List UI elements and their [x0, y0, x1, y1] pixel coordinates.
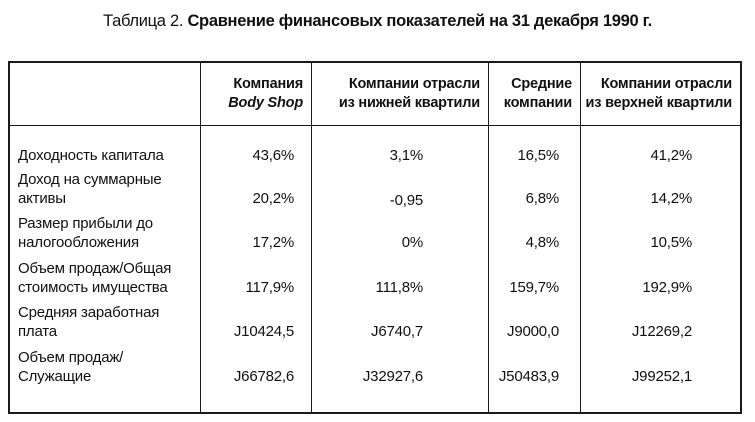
header-divider [10, 125, 740, 126]
cell-value: 10,5% [650, 234, 692, 251]
column-divider [580, 63, 581, 412]
row-label-line: Доход на суммарные [18, 171, 162, 188]
cell-value: 159,7% [509, 279, 559, 296]
row-label: Объем продаж/ Служащие [18, 348, 208, 386]
row-label-line: активы [18, 190, 66, 207]
cell-value: J50483,9 [498, 368, 559, 385]
row-label: Доходность капитала [18, 146, 208, 165]
caption-title: Сравнение финансовых показателей на 31 д… [187, 12, 652, 30]
row-label: Объем продаж/Общая стоимость имущества [18, 259, 208, 297]
row-label: Размер прибыли до налогообложения [18, 214, 208, 252]
row-label-line: Объем продаж/Общая [18, 260, 172, 277]
table-caption: Таблица 2. Сравнение финансовых показате… [0, 12, 755, 31]
header-line: Компании отрасли [600, 76, 732, 92]
comparison-table: Компания Body Shop Компании отрасли из н… [8, 61, 742, 414]
header-upper-quartile: Компании отрасли из верхней квартили [580, 63, 740, 125]
cell-value: J9000,0 [507, 323, 559, 340]
cell-value: 16,5% [517, 147, 559, 164]
cell-value: 0% [401, 234, 423, 251]
cell-value: J99252,1 [631, 368, 692, 385]
column-divider [311, 63, 312, 412]
header-average: Средние компании [488, 63, 580, 125]
cell-value: 41,2% [650, 147, 692, 164]
row-label-line: стоимость имущества [18, 279, 168, 296]
header-line: Компания [233, 76, 303, 92]
row-label-line: Размер прибыли до [18, 215, 153, 232]
header-lower-quartile: Компании отрасли из нижней квартили [311, 63, 488, 125]
row-label-line: налогообложения [18, 234, 139, 251]
cell-value: 111,8% [375, 279, 424, 296]
cell-value: J10424,5 [233, 323, 294, 340]
header-line: Body Shop [228, 95, 303, 111]
header-line: Средние [511, 76, 572, 92]
row-label-line: Средняя заработная [18, 304, 160, 321]
column-divider [488, 63, 489, 412]
cell-value: 17,2% [252, 234, 294, 251]
row-label-line: Служащие [18, 368, 92, 385]
header-line: из нижней квартили [338, 95, 480, 111]
header-line: компании [503, 95, 572, 111]
row-label: Доход на суммарные активы [18, 170, 208, 208]
cell-value: 20,2% [252, 190, 294, 207]
row-label-line: Объем продаж/ [18, 349, 124, 366]
cell-value: 117,9% [245, 279, 294, 296]
header-body-shop: Компания Body Shop [200, 63, 311, 125]
cell-value: J32927,6 [362, 368, 423, 385]
cell-value: 192,9% [642, 279, 692, 296]
row-label-line: Доходность капитала [18, 147, 164, 164]
cell-value: -0,95 [389, 192, 423, 209]
column-divider [200, 63, 201, 412]
header-line: из верхней квартили [585, 95, 733, 111]
cell-value: 14,2% [650, 190, 692, 207]
cell-value: 43,6% [252, 147, 294, 164]
header-line: Компании отрасли [348, 76, 480, 92]
caption-label: Таблица 2. [103, 12, 184, 30]
cell-value: J12269,2 [631, 323, 692, 340]
cell-value: J66782,6 [233, 368, 294, 385]
row-label: Средняя заработная плата [18, 303, 208, 341]
row-label-line: плата [18, 323, 57, 340]
cell-value: 3,1% [389, 147, 424, 164]
cell-value: J6740,7 [371, 323, 423, 340]
cell-value: 4,8% [525, 234, 560, 251]
cell-value: 6,8% [525, 190, 560, 207]
